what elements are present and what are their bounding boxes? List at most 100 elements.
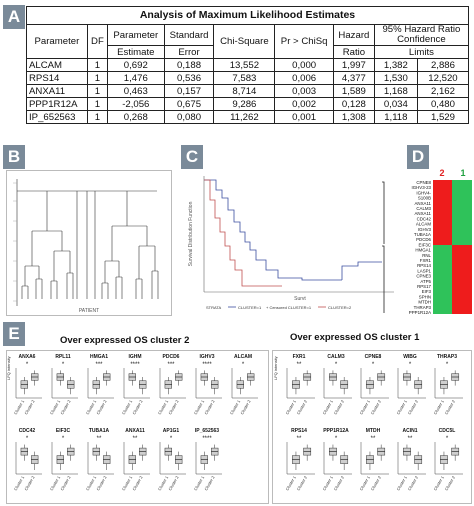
km-curve-cluster1-tail: [341, 261, 382, 280]
heatmap-block-bottom-left: [433, 245, 452, 314]
cell-df: 1: [86, 97, 109, 111]
cell-lo: 0,034: [373, 97, 418, 111]
heatmap-gene-label: RPS17: [417, 284, 431, 289]
heatmap-gene-label: LASP1: [417, 268, 431, 273]
cell-se: 0,536: [163, 71, 215, 85]
cell-lo: 1,118: [373, 110, 418, 124]
km-panel: Survt Survival Distribution Function STR…: [182, 170, 404, 314]
heatmap-gene-label: IGHV3-23: [411, 185, 431, 190]
cell-se: 0,157: [163, 84, 215, 98]
dendrogram-panel: PATIENT: [6, 170, 172, 316]
cell-param: ANXA11: [26, 84, 88, 98]
heatmap-gene-label: ALCAM: [416, 222, 431, 227]
heatmap-gene-label: RPS14: [417, 263, 431, 268]
heatmap-gene-label: SPHN: [419, 294, 431, 299]
cell-p: 0,006: [274, 71, 334, 85]
heatmap-gene-label: IGHV4-: [416, 190, 431, 195]
heatmap-panel: 2 1 CPNE8 IGHV3-23 IGHV4- S100B ANXA11 CALM3 A…: [380, 168, 474, 318]
heatmap-gene-label: HMGA1: [415, 248, 431, 253]
boxplot-left-title: Over expressed OS cluster 2: [60, 335, 190, 346]
header-ci-bottom: Limits: [373, 45, 470, 59]
cell-param: IP_652563: [26, 110, 88, 124]
cell-lo: 1,382: [373, 58, 418, 72]
table-row: IP_652563 1 0,268 0,080 11,262 0,001 1,308 1,11…: [26, 110, 470, 124]
heatmap-gene-labels: CPNE8IGHV3-23IGHV4-S100BANXA11CALM3ANXA1…: [409, 180, 432, 315]
cell-df: 1: [86, 110, 109, 124]
dendrogram-xlabel: PATIENT: [79, 308, 99, 314]
heatmap-gene-label: CPNE3: [416, 274, 431, 279]
heatmap-gene-label: ATP5: [420, 279, 431, 284]
cell-param: ALCAM: [26, 58, 88, 72]
cell-chi: 13,552: [213, 58, 276, 72]
cell-se: 0,080: [163, 110, 215, 124]
heatmap-gene-label: IGHV3: [418, 227, 432, 232]
heatmap-gene-label: CALM3: [416, 206, 431, 211]
table-title: Analysis of Maximum Likelihood Estimates: [26, 6, 469, 25]
boxplot-left-panel: [6, 350, 269, 504]
panel-label-a: A: [3, 5, 25, 29]
cell-est: 0,463: [107, 84, 165, 98]
cell-df: 1: [86, 71, 109, 85]
table-row: PPP1R12A 1 -2,056 0,675 9,286 0,002 0,128 0,034…: [26, 97, 470, 111]
header-ci-line1: 95% Hazard Ratio: [382, 24, 461, 35]
km-ylabel: Survival Distribution Function: [188, 201, 194, 266]
header-parameter: Parameter: [26, 24, 88, 59]
heatmap-gene-label: TUBA1A: [414, 232, 431, 237]
heatmap-block-bottom-right: [452, 245, 472, 314]
heatmap-gene-label: EIF3C: [419, 242, 431, 247]
heatmap-gene-label: ANXA11: [414, 211, 431, 216]
cell-se: 0,675: [163, 97, 215, 111]
heatmap-gene-label: CPNE8: [416, 180, 431, 185]
cell-chi: 8,714: [213, 84, 276, 98]
cell-p: 0,002: [274, 97, 334, 111]
cell-p: 0,001: [274, 110, 334, 124]
header-estimate-bottom: Estimate: [107, 45, 165, 59]
cell-lo: 1,168: [373, 84, 418, 98]
cell-chi: 9,286: [213, 97, 276, 111]
heatmap-block-top-right: [452, 180, 472, 245]
boxplot-right-title: Over expressed OS cluster 1: [290, 332, 420, 343]
dendrogram-axis-ticks: [13, 182, 17, 302]
header-chisq: Chi-Square: [213, 24, 276, 59]
cell-p: 0,003: [274, 84, 334, 98]
cell-est: 1,476: [107, 71, 165, 85]
cell-df: 1: [86, 84, 109, 98]
heatmap-gene-label: CDC42: [417, 216, 432, 221]
cell-hr: 4,377: [332, 71, 375, 85]
header-estimate-top: Parameter: [107, 24, 165, 46]
cell-hi: 2,162: [416, 84, 470, 98]
header-std-top: Standard: [163, 24, 215, 46]
km-legend-cluster1: CLUSTER=1: [238, 305, 262, 310]
km-xlabel: Survt: [294, 296, 306, 302]
header-ci-line2: Confidence: [397, 34, 446, 45]
km-legend-strata: STRATA: [206, 305, 222, 310]
heatmap-gene-label: FXR1: [420, 258, 432, 263]
cell-param: RPS14: [26, 71, 88, 85]
table-row: ALCAM 1 0,692 0,188 13,552 0,000 1,997 1,382 2,8…: [26, 58, 470, 72]
heatmap-col-label-2: 2: [439, 168, 444, 178]
cell-df: 1: [86, 58, 109, 72]
table-row: RPS14 1 1,476 0,536 7,583 0,006 4,377 1,530 12,5…: [26, 71, 470, 85]
km-legend-censored: + Censored CLUSTER=1: [266, 305, 312, 310]
dendrogram-tree: [16, 179, 159, 306]
cell-hi: 0,480: [416, 97, 470, 111]
cell-lo: 1,530: [373, 71, 418, 85]
panel-label-e: E: [3, 322, 25, 346]
heatmap-gene-label: MTDH: [418, 300, 431, 305]
heatmap-row-dendrogram: [382, 181, 385, 313]
boxplot-right-panel: [272, 350, 472, 504]
panel-label-d: D: [407, 145, 429, 169]
mle-table: Analysis of Maximum Likelihood Estimates…: [26, 6, 470, 124]
header-hr-top: Hazard: [332, 24, 375, 46]
heatmap-gene-label: S100B: [418, 196, 431, 201]
heatmap-col-label-1: 1: [460, 168, 465, 178]
header-hr-bottom: Ratio: [332, 45, 375, 59]
heatmap-gene-label: RNL: [422, 253, 431, 258]
cell-hi: 1,529: [416, 110, 470, 124]
cell-hi: 12,520: [416, 71, 470, 85]
cell-hr: 1,589: [332, 84, 375, 98]
cell-param: PPP1R12A: [26, 97, 88, 111]
panel-label-c: C: [181, 145, 203, 169]
header-std-bottom: Error: [163, 45, 215, 59]
